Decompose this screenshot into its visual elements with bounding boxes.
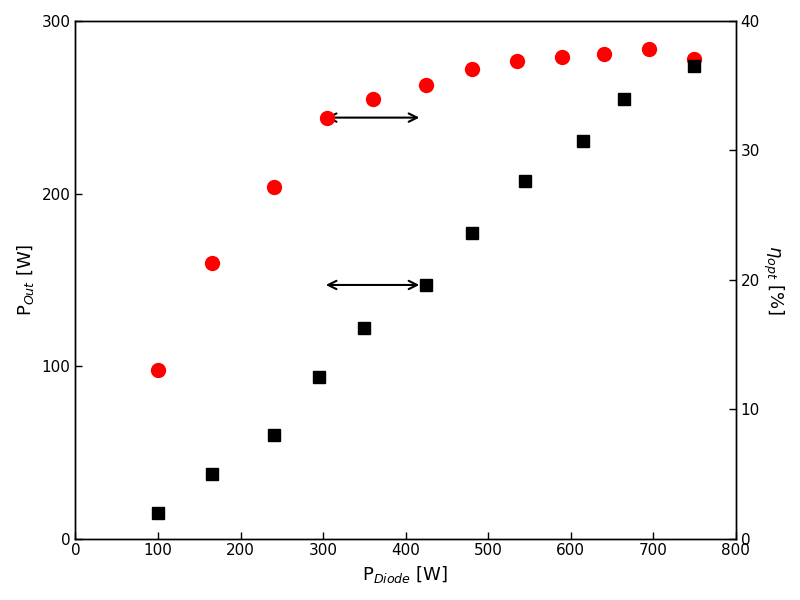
- Y-axis label: P$_{Out}$ [W]: P$_{Out}$ [W]: [15, 244, 36, 316]
- X-axis label: P$_{Diode}$ [W]: P$_{Diode}$ [W]: [362, 564, 449, 585]
- Y-axis label: $\eta_{opt}$ [%]: $\eta_{opt}$ [%]: [761, 245, 785, 315]
